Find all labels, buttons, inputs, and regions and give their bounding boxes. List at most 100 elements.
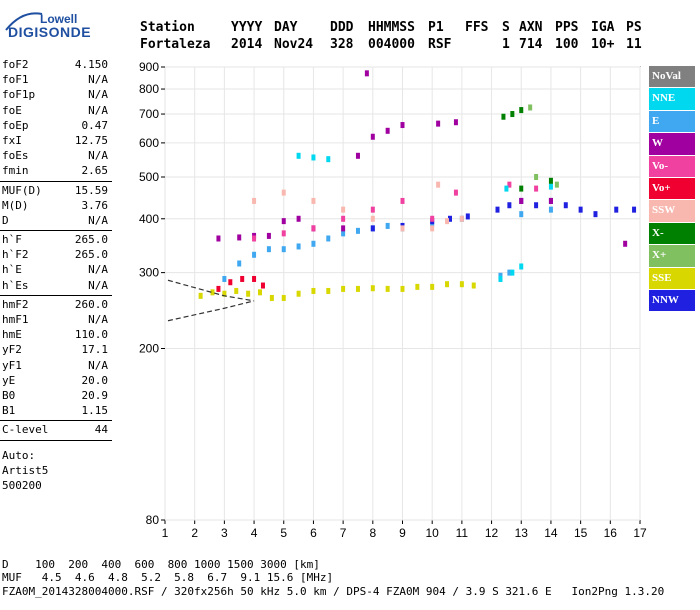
point-w: [519, 197, 524, 204]
point-sse: [471, 282, 476, 289]
point-nnw: [507, 202, 512, 209]
autoscale-text: Auto:: [0, 449, 112, 464]
param-row: D N/A: [0, 214, 112, 229]
param-name: fmin: [2, 164, 29, 178]
header-hhmmss-label: HHMMSS: [368, 20, 415, 35]
point-e: [507, 269, 512, 276]
point-x-: [534, 174, 539, 181]
header-hhmmss-value: 004000: [368, 37, 415, 52]
legend-entry-noval: NoVal: [649, 66, 695, 88]
point-sse: [269, 294, 274, 301]
point-w: [400, 122, 405, 129]
point-vo-: [260, 282, 265, 289]
point-w: [548, 197, 553, 204]
y-tick-label: 900: [139, 60, 159, 74]
param-value: 20.9: [81, 388, 109, 402]
clevel-row: C-level 44: [0, 423, 112, 438]
param-value: 265.0: [74, 248, 108, 262]
param-name: foEs: [2, 149, 29, 163]
point-vo-: [400, 197, 405, 204]
param-name: yE: [2, 373, 16, 387]
point-sse: [430, 283, 435, 290]
point-e: [548, 206, 553, 213]
point-w: [453, 119, 458, 126]
x-tick-label: 1: [162, 526, 169, 540]
param-name: h`F: [2, 233, 22, 247]
point-e: [296, 243, 301, 250]
param-row: foEp 0.47: [0, 119, 112, 134]
point-e: [326, 235, 331, 242]
legend-entry-vo-: Vo-: [649, 155, 695, 177]
param-value: 3.76: [81, 198, 109, 212]
header-year-value: 2014: [231, 37, 263, 52]
point-ssw: [436, 181, 441, 188]
point-ssw: [445, 218, 450, 225]
clevel-label: C-level: [2, 423, 49, 437]
point-ssw: [459, 215, 464, 222]
point-e: [498, 272, 503, 279]
point-ssw: [370, 215, 375, 222]
param-value: 17.1: [81, 343, 109, 357]
y-tick-label: 500: [139, 170, 159, 184]
point-ssw: [281, 189, 286, 196]
param-row: M(D) 3.76: [0, 199, 112, 214]
param-name: h`E: [2, 263, 22, 277]
point-sse: [311, 287, 316, 294]
param-name: foF1: [2, 73, 29, 87]
point-nnw: [593, 211, 598, 218]
header-iga-value: 10+: [591, 37, 615, 52]
param-row: foF1p N/A: [0, 88, 112, 103]
footer-muf-line: MUF 4.5 4.6 4.8 5.2 5.8 6.7 9.1 15.6 [MH…: [2, 571, 334, 584]
param-value: N/A: [88, 73, 108, 87]
autoscale-line: 500200: [2, 478, 42, 492]
param-row: foE N/A: [0, 104, 112, 119]
point-e: [222, 275, 227, 282]
x-tick-label: 6: [310, 526, 317, 540]
point-e: [311, 240, 316, 247]
x-tick-label: 12: [485, 526, 499, 540]
x-tick-label: 16: [604, 526, 618, 540]
x-tick-label: 5: [280, 526, 287, 540]
param-value: 4.150: [74, 58, 108, 71]
param-name: B0: [2, 388, 16, 402]
param-row: foEs N/A: [0, 149, 112, 164]
point-nnw: [370, 225, 375, 232]
param-row: yF2 17.1: [0, 343, 112, 358]
header-axn-label: AXN: [519, 20, 543, 35]
param-name: M(D): [2, 198, 29, 212]
point-sse: [341, 285, 346, 292]
point-e: [385, 222, 390, 229]
point-nnw: [448, 215, 452, 222]
param-name: foF1p: [2, 88, 36, 102]
param-value: N/A: [88, 149, 108, 163]
digisonde-swoosh-logo: [5, 12, 43, 31]
x-tick-label: 9: [399, 526, 406, 540]
point-sse: [459, 281, 464, 288]
point-x-: [519, 185, 524, 192]
autoscale-text: 500200: [0, 479, 112, 494]
header-iga-label: IGA: [591, 20, 615, 35]
point-vo-: [281, 230, 286, 237]
point-w: [281, 218, 286, 225]
point-e: [519, 211, 524, 218]
point-sse: [355, 285, 360, 292]
point-vo-: [311, 225, 316, 232]
point-nne: [548, 183, 553, 190]
point-nnw: [614, 206, 619, 213]
point-vo-: [534, 185, 539, 192]
footer-file-line: FZA0M_2014328004000.RSF / 320fx256h 50 k…: [2, 585, 665, 598]
point-sse: [370, 285, 375, 292]
param-value: N/A: [88, 88, 108, 102]
y-tick-label: 800: [139, 82, 159, 96]
param-value: 110.0: [74, 328, 108, 342]
x-tick-label: 8: [369, 526, 376, 540]
param-value: 260.0: [74, 297, 108, 311]
point-nne: [326, 156, 331, 163]
param-value: 265.0: [74, 233, 108, 247]
param-name: hmF2: [2, 297, 29, 311]
param-name: D: [2, 213, 9, 227]
point-e: [281, 246, 286, 253]
param-row: foF2 4.150: [0, 58, 112, 73]
param-value: N/A: [88, 103, 108, 117]
param-value: N/A: [88, 313, 108, 326]
